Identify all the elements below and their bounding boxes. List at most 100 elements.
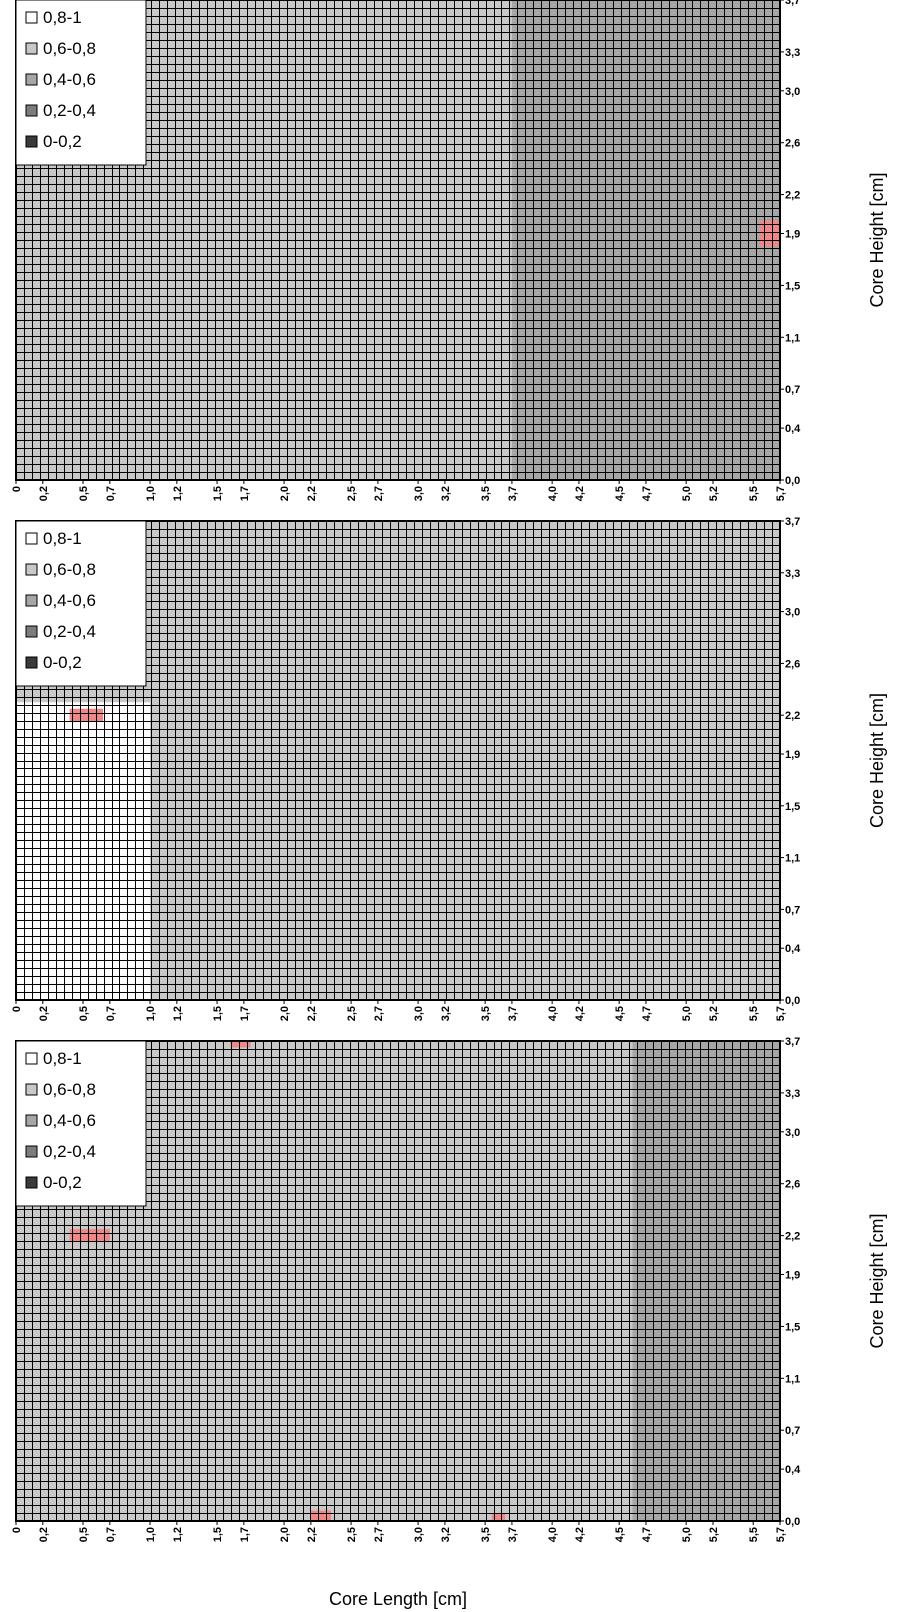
legend-label: 0,8-1 bbox=[43, 8, 82, 27]
x-tick-label: 5,2 bbox=[708, 1527, 720, 1542]
y-tick-label: 0,4 bbox=[785, 423, 801, 435]
x-tick-label: 3,2 bbox=[440, 486, 452, 501]
legend-label: 0-0,2 bbox=[43, 1173, 82, 1192]
x-tick-label: 0,2 bbox=[38, 1006, 50, 1021]
x-tick-label: 0,5 bbox=[78, 1527, 90, 1542]
x-tick-label: 4,2 bbox=[574, 486, 586, 501]
y-tick-label: 3,7 bbox=[785, 516, 800, 528]
plot-frame bbox=[15, 520, 781, 1001]
highlight-cell bbox=[310, 1510, 331, 1521]
y-tick-label: 1,1 bbox=[785, 853, 800, 865]
legend-swatch bbox=[25, 1145, 38, 1158]
x-tick-label: 0,7 bbox=[105, 486, 117, 501]
x-tick-label: 2,2 bbox=[306, 1006, 318, 1021]
legend-label: 0,2-0,4 bbox=[43, 1142, 96, 1161]
x-tick-label: 2,0 bbox=[279, 1527, 291, 1542]
heatmap-panel-1: 0 0,2 0,5 0,7 1,0 1,2 1,5 1,7 2,0 2,2 2,5 2,7 3,0 3,2… bbox=[11, 0, 887, 501]
legend-swatch bbox=[25, 42, 38, 55]
legend-swatch bbox=[25, 656, 38, 669]
x-tick-label: 4,2 bbox=[574, 1527, 586, 1542]
x-tick-label: 0,2 bbox=[38, 486, 50, 501]
y-tick-label: 2,6 bbox=[785, 658, 800, 670]
x-tick-label: 5,0 bbox=[681, 1006, 693, 1021]
y-tick-label: 2,2 bbox=[785, 1231, 800, 1243]
x-tick-label: 5,5 bbox=[748, 1527, 760, 1542]
x-tick-label: 2,7 bbox=[373, 1527, 385, 1542]
legend-swatch bbox=[25, 135, 38, 148]
x-tick-label: 0,2 bbox=[38, 1527, 50, 1542]
x-tick-label: 3,2 bbox=[440, 1527, 452, 1542]
y-tick-label: 3,3 bbox=[785, 568, 800, 580]
x-tick-label: 5,0 bbox=[681, 1527, 693, 1542]
x-tick-label: 1,2 bbox=[172, 1006, 184, 1021]
legend-label: 0,2-0,4 bbox=[43, 101, 96, 120]
legend-label: 0,6-0,8 bbox=[43, 560, 96, 579]
x-tick-label: 0,5 bbox=[78, 486, 90, 501]
highlight-cell bbox=[230, 1041, 251, 1048]
legend-swatch bbox=[25, 73, 38, 86]
x-tick-label: 1,2 bbox=[172, 1527, 184, 1542]
legend-label: 0,6-0,8 bbox=[43, 39, 96, 58]
x-tick-label: 2,7 bbox=[373, 486, 385, 501]
x-tick-label: 4,0 bbox=[547, 1527, 559, 1542]
x-tick-label: 1,7 bbox=[239, 1006, 251, 1021]
x-tick-label: 4,5 bbox=[614, 486, 626, 501]
y-tick-label: 0,0 bbox=[785, 1516, 800, 1528]
x-tick-label: 5,5 bbox=[748, 486, 760, 501]
x-tick-label: 3,5 bbox=[480, 486, 492, 501]
x-tick-label: 1,5 bbox=[212, 1006, 224, 1021]
x-tick-label: 1,5 bbox=[212, 1527, 224, 1542]
x-tick-label: 2,5 bbox=[346, 1006, 358, 1021]
y-tick-label: 3,3 bbox=[785, 1088, 800, 1100]
x-tick-label: 4,7 bbox=[641, 1527, 653, 1542]
x-tick-label: 1,0 bbox=[145, 1006, 157, 1021]
y-tick-label: 3,7 bbox=[785, 0, 800, 7]
y-tick-label: 1,1 bbox=[785, 332, 800, 344]
x-tick-label: 5,7 bbox=[775, 486, 787, 501]
legend-swatch bbox=[25, 594, 38, 607]
x-tick-label: 2,0 bbox=[279, 1006, 291, 1021]
y-tick-label: 0,7 bbox=[785, 904, 800, 916]
x-tick-label: 0,5 bbox=[78, 1006, 90, 1021]
legend: 0,8-1 0,6-0,8 0,4-0,6 0,2-0,4 0-0,2 bbox=[15, 0, 147, 166]
x-tick-label: 1,2 bbox=[172, 486, 184, 501]
y-axis-label: Core Height [cm] bbox=[867, 693, 887, 828]
y-tick-label: 1,9 bbox=[785, 749, 800, 761]
legend-label: 0-0,2 bbox=[43, 132, 82, 151]
x-tick-label: 5,2 bbox=[708, 1006, 720, 1021]
x-tick-label: 4,5 bbox=[614, 1006, 626, 1021]
legend-swatch bbox=[25, 1176, 38, 1189]
legend-label: 0,2-0,4 bbox=[43, 622, 96, 641]
y-tick-label: 0,4 bbox=[785, 1464, 801, 1476]
legend-box bbox=[15, 1040, 147, 1207]
y-tick-label: 1,5 bbox=[785, 1321, 800, 1333]
plot-area bbox=[16, 521, 780, 1000]
x-tick-label: 1,0 bbox=[145, 1527, 157, 1542]
y-tick-label: 0,7 bbox=[785, 384, 800, 396]
x-tick-label: 4,5 bbox=[614, 1527, 626, 1542]
x-tick-label: 2,0 bbox=[279, 486, 291, 501]
x-tick-label: 3,7 bbox=[507, 1527, 519, 1542]
y-tick-label: 1,1 bbox=[785, 1373, 800, 1385]
y-tick-label: 2,2 bbox=[785, 190, 800, 202]
legend-swatch bbox=[25, 625, 38, 638]
x-tick-label: 0,7 bbox=[105, 1527, 117, 1542]
x-tick-label: 2,2 bbox=[306, 486, 318, 501]
x-tick-label: 5,7 bbox=[775, 1527, 787, 1542]
x-tick-label: 5,2 bbox=[708, 486, 720, 501]
x-tick-label: 4,7 bbox=[641, 486, 653, 501]
legend-swatch bbox=[25, 1052, 38, 1065]
y-tick-label: 2,6 bbox=[785, 138, 800, 150]
x-tick-label: 2,5 bbox=[346, 1527, 358, 1542]
legend-label: 0,4-0,6 bbox=[43, 1111, 96, 1130]
legend-swatch bbox=[25, 1114, 38, 1127]
x-tick-label: 4,0 bbox=[547, 486, 559, 501]
x-tick-label: 3,0 bbox=[413, 486, 425, 501]
y-tick-label: 3,3 bbox=[785, 47, 800, 59]
y-tick-label: 3,7 bbox=[785, 1036, 800, 1048]
y-tick-label: 3,0 bbox=[785, 86, 800, 98]
highlight-cell bbox=[69, 708, 104, 722]
x-tick-label: 3,7 bbox=[507, 486, 519, 501]
y-tick-label: 3,0 bbox=[785, 1127, 800, 1139]
x-tick-label: 2,5 bbox=[346, 486, 358, 501]
